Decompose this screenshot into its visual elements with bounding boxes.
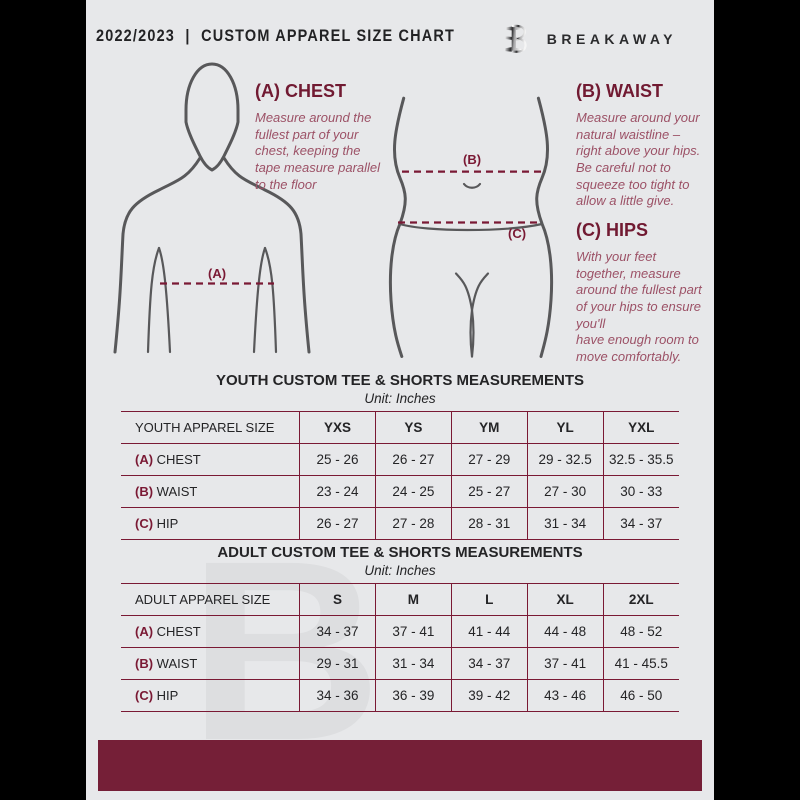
svg-text:(C): (C) <box>508 226 526 241</box>
svg-text:(B): (B) <box>463 152 481 167</box>
svg-text:(A): (A) <box>208 266 226 281</box>
